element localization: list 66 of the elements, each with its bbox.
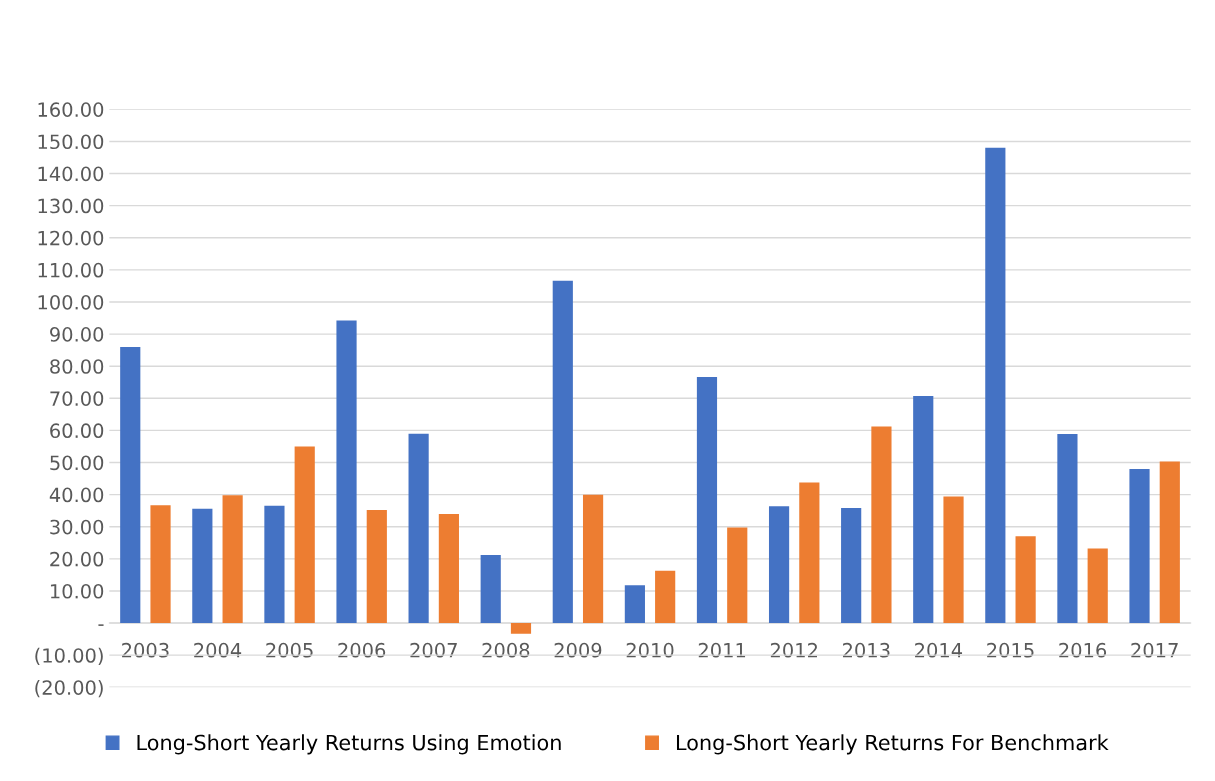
y-tick-label: (10.00) [35,647,103,666]
bar [943,496,964,624]
y-tick-label: 160.00 [38,102,104,117]
bar [696,377,718,624]
bar [1015,536,1036,624]
bar [336,320,357,624]
x-tick-label: 2015 [987,642,1034,658]
bar [727,527,748,624]
y-tick-label: (20.00) [35,679,103,698]
y-tick-label: 60.00 [50,423,104,439]
x-tick-label: 2012 [770,642,817,658]
bar [1057,433,1078,624]
bar [192,508,213,624]
bar [222,495,243,624]
bar [985,147,1006,624]
y-tick-label: 50.00 [50,455,104,471]
bar [150,505,171,624]
x-tick-label: 2011 [698,642,746,658]
bar [480,555,501,624]
y-tick-label: 110.00 [38,262,104,278]
y-tick-label: 120.00 [38,230,104,246]
bar [408,433,429,624]
x-tick-label: 2009 [554,642,602,658]
y-tick-label: 150.00 [38,134,104,150]
bar [871,426,892,624]
bar [120,346,141,624]
bar [264,505,285,624]
y-tick-label: 10.00 [50,583,104,599]
y-tick-label: 30.00 [50,519,104,535]
bar [768,506,790,624]
y-tick-label: - [98,624,104,626]
bar [799,482,820,624]
bar [438,513,459,624]
x-tick-label: 2013 [842,642,890,658]
y-tick-label: 70.00 [50,391,104,406]
y-tick-label: 130.00 [38,198,104,214]
x-tick-label: 2017 [1131,642,1178,658]
y-tick-label: 100.00 [38,294,104,310]
y-tick-label: 80.00 [50,359,104,374]
y-tick-label: 20.00 [50,551,104,567]
x-tick-label: 2003 [122,642,169,658]
bar [582,494,604,624]
x-tick-label: 2014 [915,642,963,658]
x-tick-label: 2008 [482,642,530,658]
bar [294,446,315,624]
legend-label: Long-Short Yearly Returns For Benchmark [676,734,1109,755]
bar [510,623,532,634]
x-tick-label: 2016 [1059,642,1107,658]
bar [366,510,387,624]
bar [552,280,573,624]
bar [1159,461,1180,624]
bar [1129,468,1150,624]
x-tick-label: 2004 [194,642,242,658]
bar [624,585,645,624]
y-tick-label: 40.00 [49,487,104,503]
x-tick-label: 2005 [266,642,313,658]
y-tick-label: 90.00 [50,327,104,342]
x-tick-label: 2010 [626,642,674,658]
bar [655,570,676,624]
bar [1087,548,1108,624]
x-tick-label: 2006 [338,642,386,658]
legend-label: Long-Short Yearly Returns Using Emotion [137,734,561,755]
bar [841,508,862,624]
bar [913,396,934,624]
x-tick-label: 2007 [410,642,457,658]
y-tick-label: 140.00 [38,166,104,182]
